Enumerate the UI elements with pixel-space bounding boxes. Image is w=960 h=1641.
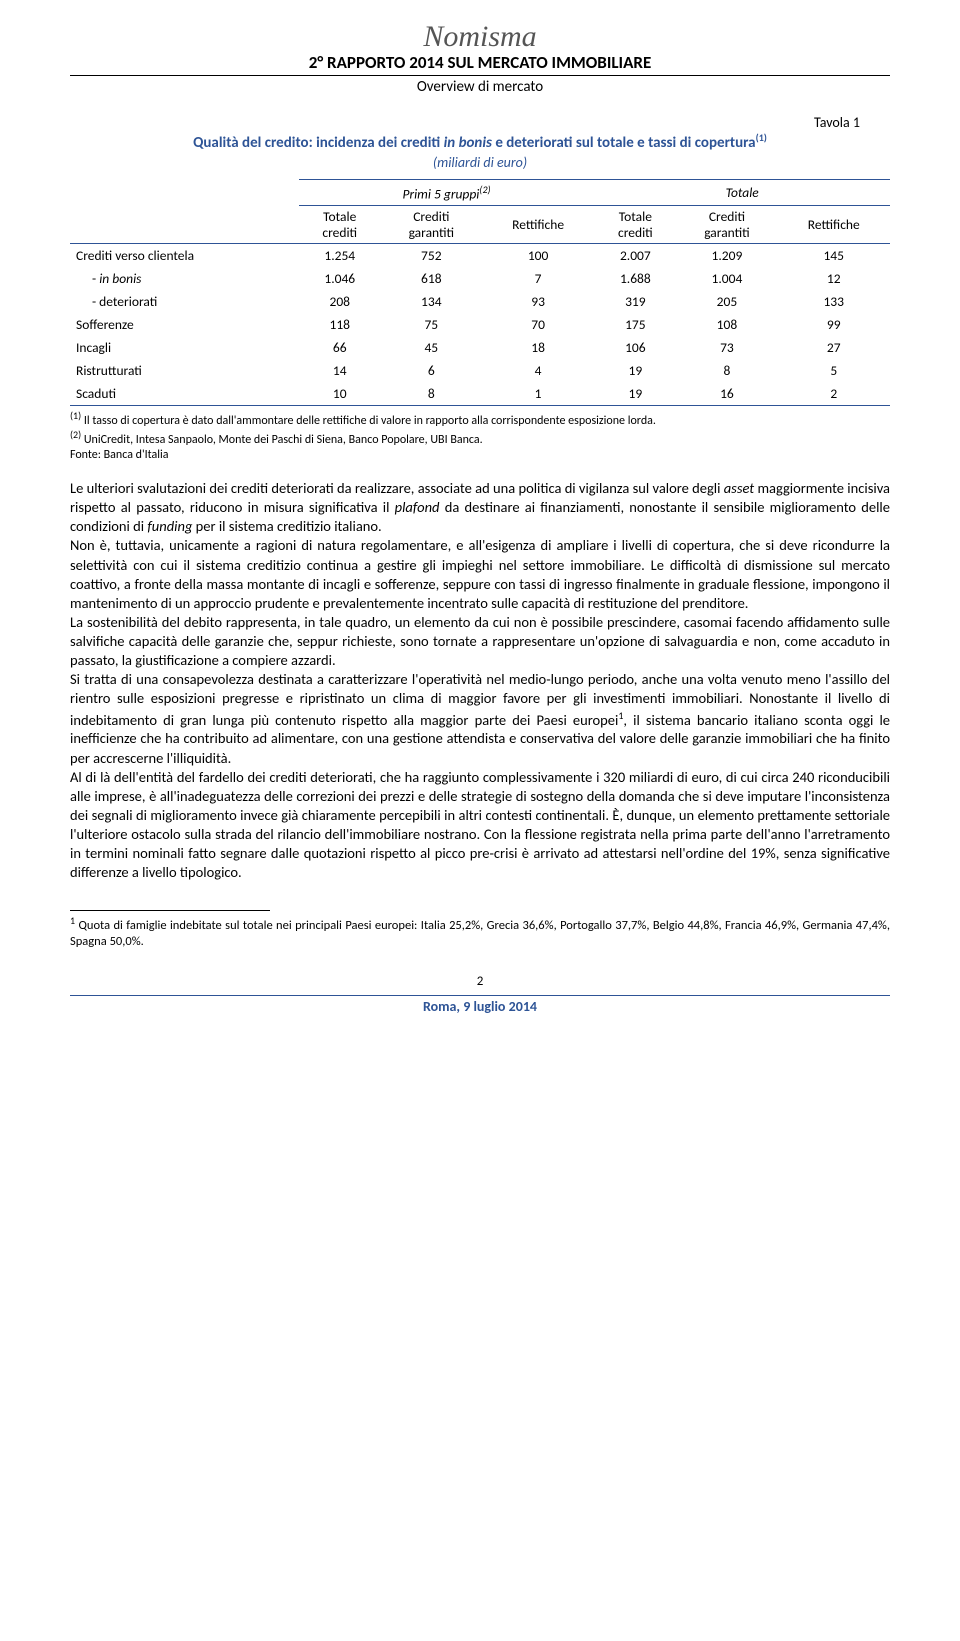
group-header-1: Primi 5 gruppi(2): [299, 179, 595, 206]
row-label: Ristrutturati: [70, 359, 299, 382]
col-totale-crediti-1: Totalecrediti: [299, 206, 381, 244]
cell: 2.007: [594, 244, 676, 268]
row-label: Incagli: [70, 336, 299, 359]
cell: 93: [482, 290, 594, 313]
table-row: Scaduti 10 8 1 19 16 2: [70, 382, 890, 406]
col-totale-crediti-2: Totalecrediti: [594, 206, 676, 244]
row-label: Crediti verso clientela: [70, 244, 299, 268]
cell: 2: [777, 382, 890, 406]
title-part2: e deteriorati sul totale e tassi di cope…: [492, 134, 756, 152]
title-italic: in bonis: [444, 134, 492, 152]
row-label: Scaduti: [70, 382, 299, 406]
table-row: - deteriorati 208 134 93 319 205 133: [70, 290, 890, 313]
table-row: - in bonis 1.046 618 7 1.688 1.004 12: [70, 267, 890, 290]
cell: 1: [482, 382, 594, 406]
cell: 319: [594, 290, 676, 313]
cell: 7: [482, 267, 594, 290]
row-label: Sofferenze: [70, 313, 299, 336]
table-row: Ristrutturati 14 6 4 19 8 5: [70, 359, 890, 382]
table-title: Qualità del credito: incidenza dei credi…: [70, 131, 890, 154]
body-text: Le ulteriori svalutazioni dei crediti de…: [70, 479, 890, 882]
cell: 6: [381, 359, 482, 382]
cell: 108: [676, 313, 777, 336]
cell: 1.688: [594, 267, 676, 290]
cell: 1.254: [299, 244, 381, 268]
footer-date: Roma, 9 luglio 2014: [70, 995, 890, 1015]
note-source: Fonte: Banca d'Italia: [70, 448, 890, 463]
paragraph-5: Al di là dell'entità del fardello dei cr…: [70, 768, 890, 883]
cell: 8: [381, 382, 482, 406]
cell: 208: [299, 290, 381, 313]
cell: 14: [299, 359, 381, 382]
cell: 16: [676, 382, 777, 406]
row-label: - deteriorati: [70, 290, 299, 313]
cell: 73: [676, 336, 777, 359]
brand-logo: Nomisma: [70, 20, 890, 54]
table-row: Incagli 66 45 18 106 73 27: [70, 336, 890, 359]
cell: 19: [594, 382, 676, 406]
empty-cell: [70, 179, 299, 206]
cell: 5: [777, 359, 890, 382]
title-part1: Qualità del credito: incidenza dei credi…: [193, 134, 444, 152]
cell: 1.046: [299, 267, 381, 290]
cell: 1.209: [676, 244, 777, 268]
cell: 19: [594, 359, 676, 382]
credit-table: Primi 5 gruppi(2) Totale Totalecrediti C…: [70, 179, 890, 407]
table-row: Crediti verso clientela 1.254 752 100 2.…: [70, 244, 890, 268]
cell: 66: [299, 336, 381, 359]
empty-cell: [70, 206, 299, 244]
col-rettifiche-2: Rettifiche: [777, 206, 890, 244]
group-header-2: Totale: [594, 179, 890, 206]
cell: 205: [676, 290, 777, 313]
table-row: Sofferenze 118 75 70 175 108 99: [70, 313, 890, 336]
row-label: - in bonis: [70, 267, 299, 290]
cell: 27: [777, 336, 890, 359]
paragraph-2: Non è, tuttavia, unicamente a ragioni di…: [70, 536, 890, 613]
footnote-separator: [70, 910, 270, 911]
cell: 70: [482, 313, 594, 336]
cell: 145: [777, 244, 890, 268]
cell: 118: [299, 313, 381, 336]
table-number: Tavola 1: [70, 114, 890, 131]
cell: 134: [381, 290, 482, 313]
title-sup: (1): [756, 131, 767, 144]
cell: 618: [381, 267, 482, 290]
footnote-1: 1 Quota di famiglie indebitate sul total…: [70, 915, 890, 949]
col-crediti-garantiti-2: Creditigarantiti: [676, 206, 777, 244]
report-subtitle: Overview di mercato: [70, 78, 890, 96]
cell: 12: [777, 267, 890, 290]
cell: 75: [381, 313, 482, 336]
paragraph-1: Le ulteriori svalutazioni dei crediti de…: [70, 479, 890, 536]
note-2: (2) UniCredit, Intesa Sanpaolo, Monte de…: [70, 429, 890, 448]
col-rettifiche-1: Rettifiche: [482, 206, 594, 244]
paragraph-3: La sostenibilità del debito rappresenta,…: [70, 613, 890, 670]
cell: 4: [482, 359, 594, 382]
col-crediti-garantiti-1: Creditigarantiti: [381, 206, 482, 244]
table-notes: (1) Il tasso di copertura è dato dall'am…: [70, 410, 890, 463]
cell: 100: [482, 244, 594, 268]
note-1: (1) Il tasso di copertura è dato dall'am…: [70, 410, 890, 429]
cell: 99: [777, 313, 890, 336]
cell: 106: [594, 336, 676, 359]
report-title: 2° RAPPORTO 2014 SUL MERCATO IMMOBILIARE: [70, 52, 890, 76]
cell: 1.004: [676, 267, 777, 290]
cell: 175: [594, 313, 676, 336]
page: Nomisma 2° RAPPORTO 2014 SUL MERCATO IMM…: [0, 0, 960, 1045]
table-subcaption: (miliardi di euro): [70, 154, 890, 171]
page-number: 2: [70, 974, 890, 989]
paragraph-4: Si tratta di una consapevolezza destinat…: [70, 670, 890, 767]
cell: 133: [777, 290, 890, 313]
cell: 45: [381, 336, 482, 359]
cell: 10: [299, 382, 381, 406]
cell: 18: [482, 336, 594, 359]
cell: 8: [676, 359, 777, 382]
cell: 752: [381, 244, 482, 268]
